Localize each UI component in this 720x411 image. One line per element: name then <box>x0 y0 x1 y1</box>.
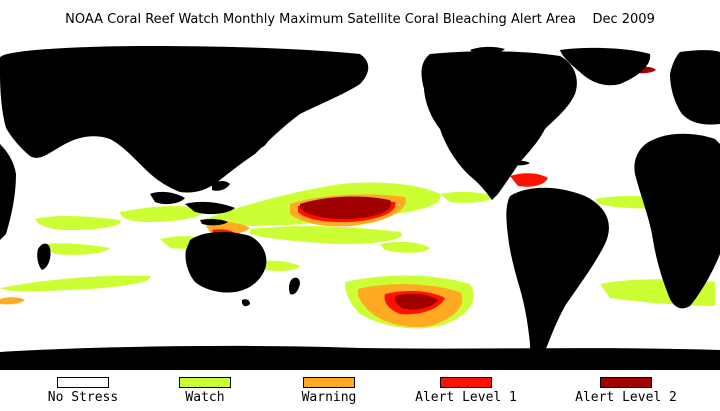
map-title: NOAA Coral Reef Watch Monthly Maximum Sa… <box>65 12 655 27</box>
legend-label: Alert Level 2 <box>575 390 677 405</box>
legend-item-watch: Watch <box>145 375 265 409</box>
legend-item-alert-level-2: Alert Level 2 <box>566 375 686 409</box>
swatch-warning <box>303 377 355 388</box>
swatch-watch <box>179 377 231 388</box>
legend-label: Warning <box>301 390 357 405</box>
swatch-alert-level-1 <box>440 377 492 388</box>
legend-label: No Stress <box>47 390 119 405</box>
land-masses <box>0 46 720 370</box>
legend-item-no-stress: No Stress <box>23 375 143 409</box>
legend-item-alert-level-1: Alert Level 1 <box>406 375 526 409</box>
world-map <box>0 44 720 370</box>
legend-label: Watch <box>185 390 225 405</box>
legend-label: Alert Level 1 <box>415 390 517 405</box>
swatch-no-stress <box>57 377 109 388</box>
swatch-alert-level-2 <box>600 377 652 388</box>
legend-item-warning: Warning <box>269 375 389 409</box>
